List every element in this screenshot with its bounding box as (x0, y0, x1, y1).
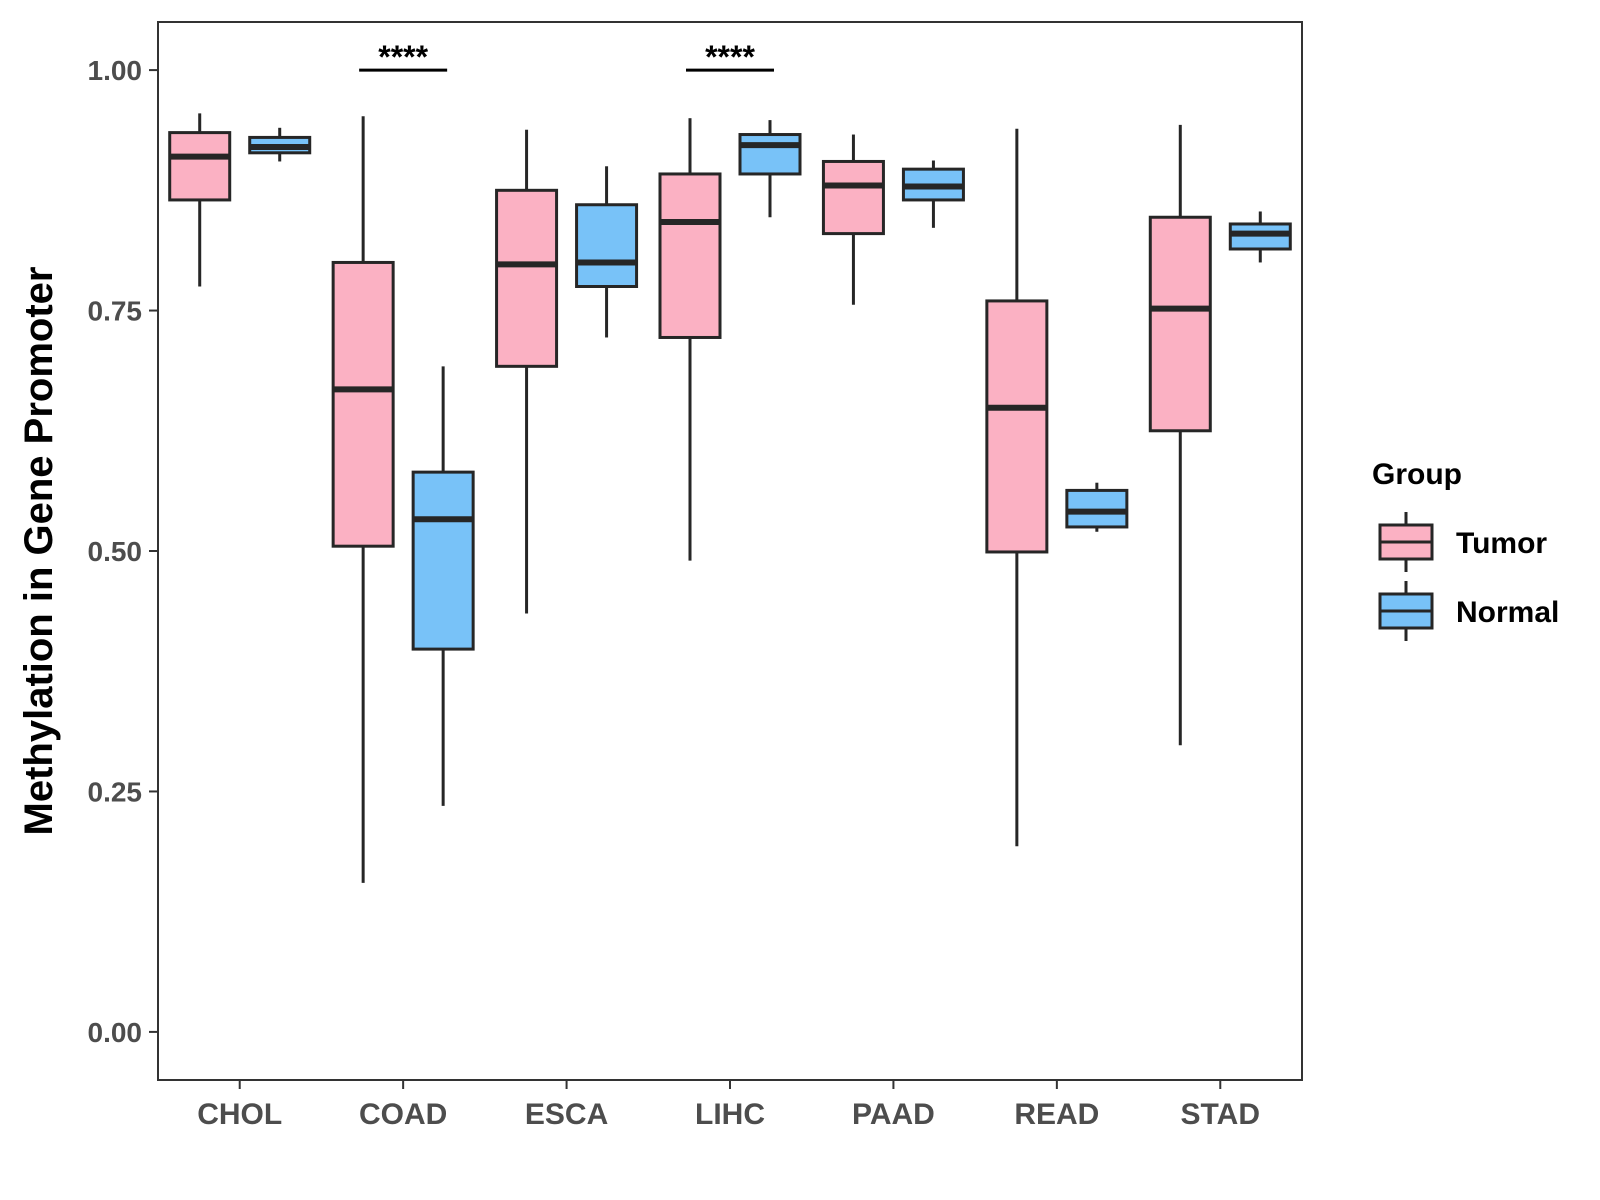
box-group (168, 113, 1292, 883)
x-tick-label: CHOL (197, 1098, 282, 1131)
x-tick-label: STAD (1181, 1098, 1260, 1131)
box-tumor-coad (331, 116, 395, 883)
box-body (575, 203, 639, 288)
box-body (658, 172, 722, 339)
significance-annotations: **** **** (359, 39, 774, 75)
box-tumor-lihc (658, 118, 722, 561)
y-tick-label: 1.00 (88, 55, 143, 86)
box-body (985, 299, 1049, 554)
legend-key-tumor (1378, 512, 1434, 572)
box-normal-lihc (738, 120, 802, 218)
x-tick-label: LIHC (695, 1098, 765, 1131)
box-normal-stad (1228, 211, 1292, 263)
box-body (168, 131, 232, 202)
box-normal-paad (901, 160, 965, 228)
box-normal-esca (575, 166, 639, 338)
legend-label-tumor: Tumor (1456, 527, 1547, 560)
x-tick-label: ESCA (525, 1098, 608, 1131)
significance-label: **** (378, 39, 428, 75)
x-axis: CHOL COAD ESCA LIHC PAAD READ STAD (197, 1080, 1260, 1131)
box-tumor-esca (495, 129, 559, 614)
box-body (1148, 215, 1212, 433)
box-tumor-stad (1148, 124, 1212, 746)
y-tick-label: 0.75 (88, 296, 143, 327)
legend-title: Group (1372, 458, 1462, 491)
x-tick-label: PAAD (852, 1098, 935, 1131)
box-tumor-chol (168, 113, 232, 287)
box-body (411, 470, 475, 651)
box-body (821, 159, 885, 236)
box-body (331, 260, 395, 548)
box-normal-coad (411, 366, 475, 806)
y-axis: 0.00 0.25 0.50 0.75 1.00 (88, 55, 158, 1048)
legend-label-normal: Normal (1456, 596, 1559, 629)
x-tick-label: COAD (359, 1098, 447, 1131)
y-tick-label: 0.00 (88, 1017, 143, 1048)
box-body (738, 133, 802, 176)
y-axis-label: Methylation in Gene Promoter (17, 267, 61, 836)
significance-label: **** (705, 39, 755, 75)
legend: Group Tumor Normal (1372, 458, 1559, 641)
box-normal-read (1065, 482, 1129, 532)
plot-panel (157, 21, 1303, 1081)
box-tumor-paad (821, 134, 885, 305)
x-tick-label: READ (1014, 1098, 1099, 1131)
y-tick-label: 0.25 (88, 776, 143, 807)
box-normal-chol (248, 127, 312, 162)
box-body (495, 188, 559, 368)
legend-key-normal (1378, 581, 1434, 641)
y-tick-label: 0.50 (88, 536, 143, 567)
box-tumor-read (985, 128, 1049, 847)
